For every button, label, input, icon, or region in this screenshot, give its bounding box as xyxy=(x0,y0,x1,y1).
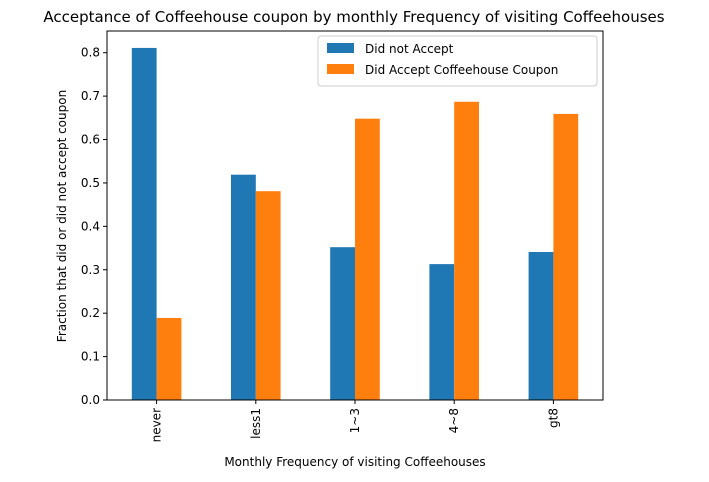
y-tick-label: 0.0 xyxy=(81,393,100,407)
bar-did-accept-2 xyxy=(355,118,380,400)
legend-swatch xyxy=(327,64,354,74)
y-tick-label: 0.3 xyxy=(81,263,100,277)
bar-did-not-accept-1 xyxy=(231,174,256,400)
legend-swatch xyxy=(327,43,354,53)
bars-layer xyxy=(131,47,579,401)
y-tick-label: 0.8 xyxy=(81,46,100,60)
y-tick-label: 0.1 xyxy=(81,350,100,364)
bar-did-not-accept-0 xyxy=(131,47,157,401)
axes-layer: 0.0 0.1 0.2 0.3 0.4 0.5 0.6 0.7 0.8 never less1 1~3… xyxy=(81,30,604,442)
x-tick-label: never xyxy=(150,408,164,442)
y-axis-label: Fraction that did or did not accept coup… xyxy=(55,90,69,342)
x-tick-label: 4~8 xyxy=(447,408,461,433)
y-tick-label: 0.6 xyxy=(81,133,100,147)
legend-label: Did Accept Coffeehouse Coupon xyxy=(365,63,558,77)
legend-label: Did not Accept xyxy=(365,42,454,56)
x-axis-label: Monthly Frequency of visiting Coffeehous… xyxy=(224,455,485,469)
bar-did-accept-0 xyxy=(156,317,182,400)
x-tick-label: 1~3 xyxy=(348,408,362,433)
bar-did-not-accept-3 xyxy=(429,264,455,400)
chart-title: Acceptance of Coffeehouse coupon by mont… xyxy=(43,8,664,26)
bar-did-accept-3 xyxy=(454,101,479,400)
y-tick-label: 0.4 xyxy=(81,219,100,233)
y-tick-label: 0.5 xyxy=(81,176,100,190)
bar-did-accept-1 xyxy=(255,191,281,400)
bar-did-not-accept-4 xyxy=(528,251,554,400)
x-tick-label: less1 xyxy=(249,408,263,439)
legend: Did not Accept Did Accept Coffeehouse Cou… xyxy=(317,35,598,87)
legend-box xyxy=(317,35,598,87)
x-tick-label: gt8 xyxy=(546,408,560,428)
plot-frame xyxy=(106,30,604,401)
y-tick-label: 0.7 xyxy=(81,89,100,103)
y-tick-label: 0.2 xyxy=(81,306,100,320)
bar-did-accept-4 xyxy=(553,113,579,401)
bar-did-not-accept-2 xyxy=(330,247,355,400)
